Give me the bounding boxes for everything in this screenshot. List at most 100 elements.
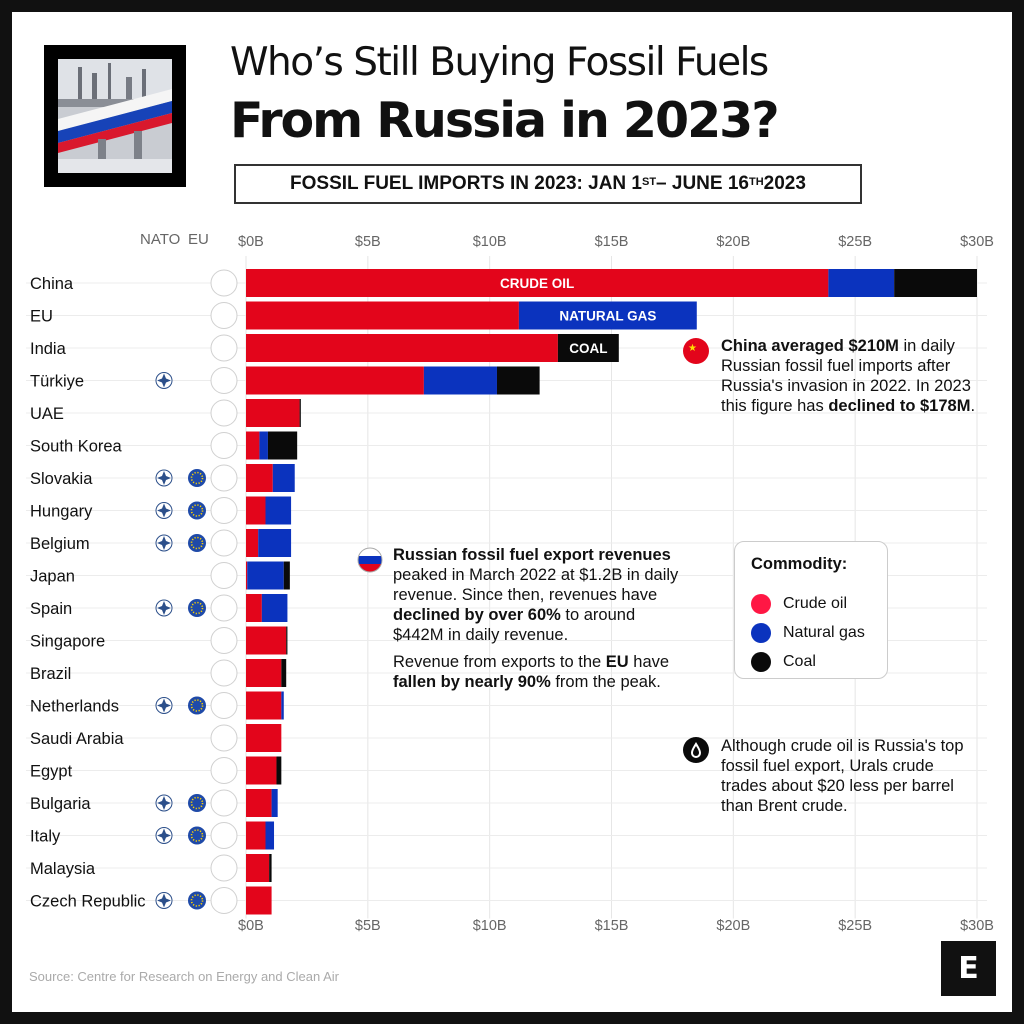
x-tick-label-top: $25B <box>838 234 872 250</box>
bar-crude-oil <box>246 301 519 330</box>
bar-crude-oil <box>246 561 248 590</box>
bar-crude-oil <box>246 886 272 915</box>
bar-coal <box>557 334 619 362</box>
russia-annotation-text-1: peaked in March 2022 at $1.2B in daily r… <box>393 566 679 604</box>
russia-annotation-text-2: to around $442M in daily revenue. <box>393 606 636 644</box>
flag-icon <box>210 529 238 557</box>
country-label: Belgium <box>30 535 90 553</box>
eu-icon-stars <box>190 536 204 550</box>
eu-revenue-annotation: Revenue from exports to the EU have fall… <box>393 652 673 692</box>
x-tick-label-top: $30B <box>960 234 994 250</box>
flag-icon <box>210 269 238 297</box>
eu-icon <box>188 891 206 910</box>
pipeline-image <box>58 59 172 173</box>
nato-icon-star <box>157 893 171 908</box>
bar-natural-gas <box>271 789 278 817</box>
title-line-2: From Russia in 2023? <box>230 92 780 149</box>
flag-icon <box>210 724 238 752</box>
eu-annotation-text-2: have <box>628 653 670 671</box>
flag-icon <box>210 367 238 394</box>
bar-segment-label: NATURAL GAS <box>559 309 656 324</box>
legend-dot-crude-oil <box>751 594 771 614</box>
flag-icon <box>210 594 238 622</box>
legend-label-crude-oil: Crude oil <box>783 595 848 612</box>
country-label: Netherlands <box>30 698 119 716</box>
flag-icon <box>210 464 238 492</box>
bar-crude-oil <box>246 464 273 492</box>
bar-crude-oil <box>246 659 282 687</box>
eu-icon-stars <box>190 699 204 712</box>
nato-icon-star <box>157 828 171 843</box>
eu-icon-stars <box>190 894 204 907</box>
china-annotation-text-1: in daily Russian fossil fuel imports aft… <box>721 337 971 415</box>
russia-annotation-bold-2: declined by over 60% <box>393 606 561 624</box>
china-flag-icon: ★ <box>683 338 709 364</box>
flag-icon <box>210 822 238 849</box>
infographic: Who’s Still Buying Fossil Fuels From Rus… <box>12 12 1012 1012</box>
eu-annotation-bold-2: fallen by nearly 90% <box>393 673 551 691</box>
bar-coal <box>286 626 288 655</box>
bar-natural-gas <box>265 821 275 850</box>
country-label: Spain <box>30 600 72 618</box>
flag-icon <box>210 627 238 654</box>
flag-icon <box>210 692 238 719</box>
eu-icon-stars <box>190 829 204 842</box>
bar-coal <box>267 431 298 460</box>
subtitle-sup-1: ST <box>641 176 657 188</box>
legend-dot-natural-gas <box>751 623 771 643</box>
flag-icon <box>210 789 238 817</box>
eu-icon <box>188 794 206 812</box>
country-label: Hungary <box>30 503 93 521</box>
country-label: China <box>30 275 74 293</box>
country-label: Bulgaria <box>30 795 91 813</box>
bar-crude-oil <box>246 821 266 850</box>
legend-title: Commodity: <box>751 555 848 573</box>
country-label: Singapore <box>30 633 105 651</box>
x-tick-label-bottom: $0B <box>238 918 264 934</box>
eu-icon <box>188 469 206 487</box>
country-label: Slovakia <box>30 470 93 488</box>
country-label: Egypt <box>30 763 73 781</box>
brand-logo: E <box>941 941 996 996</box>
flag-icon <box>210 562 238 589</box>
flag-icon <box>210 334 238 362</box>
bar-crude-oil <box>246 854 270 882</box>
nato-icon-star <box>157 503 171 518</box>
legend: Commodity: Crude oil Natural gas Coal <box>734 541 888 679</box>
eu-icon <box>188 696 206 715</box>
subtitle-text-3: 2023 <box>763 173 806 194</box>
x-tick-label-top: $10B <box>473 234 507 250</box>
x-tick-label-bottom: $30B <box>960 918 994 934</box>
flag-icon <box>210 399 238 427</box>
china-annotation-text-2: . <box>970 397 976 415</box>
bar-natural-gas <box>518 301 697 330</box>
bar-crude-oil <box>246 399 300 427</box>
eu-icon <box>188 534 206 552</box>
bar-crude-oil <box>246 269 829 297</box>
bar-natural-gas <box>259 431 268 460</box>
bar-natural-gas <box>828 269 895 297</box>
country-label: Japan <box>30 568 75 586</box>
bar-crude-oil <box>246 724 282 752</box>
country-label: Saudi Arabia <box>30 730 124 748</box>
eu-icon-stars <box>190 471 204 485</box>
eu-icon-stars <box>190 504 204 517</box>
legend-label-natural-gas: Natural gas <box>783 624 865 641</box>
x-tick-label-bottom: $20B <box>716 918 750 934</box>
eu-icon <box>188 826 206 845</box>
bar-natural-gas <box>423 366 497 395</box>
bar-coal <box>269 854 272 882</box>
bar-crude-oil <box>246 691 282 720</box>
flag-icon <box>210 497 238 524</box>
legend-label-coal: Coal <box>783 653 816 670</box>
svg-text:★: ★ <box>688 343 697 354</box>
legend-item-coal: Coal <box>751 652 816 672</box>
china-annotation-bold-1: China averaged $210M <box>721 337 899 355</box>
china-annotation-bold-2: declined to $178M <box>828 397 971 415</box>
eu-icon-stars <box>190 796 204 810</box>
subtitle-text-2: – JUNE 16 <box>656 173 749 194</box>
country-label: South Korea <box>30 438 123 456</box>
flag-icon <box>210 432 238 459</box>
bar-crude-oil <box>246 366 424 395</box>
bar-natural-gas <box>281 691 284 720</box>
